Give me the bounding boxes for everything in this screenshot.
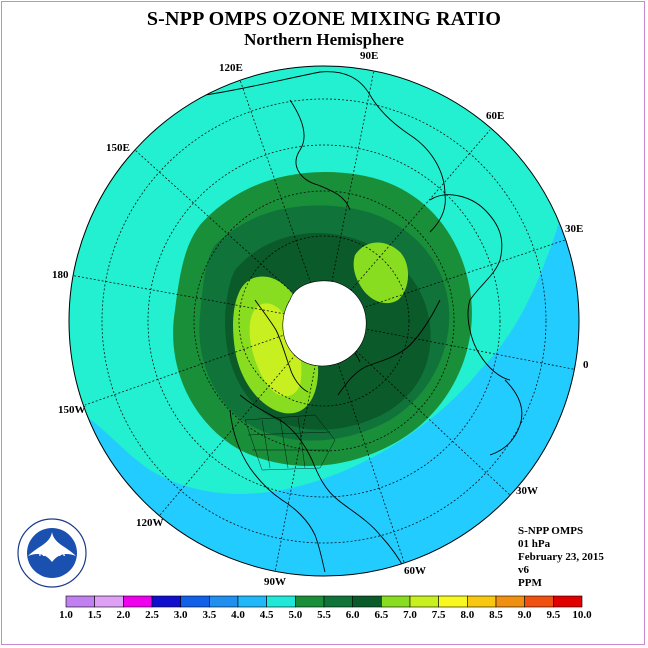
colorbar-tick-label: 7.5 <box>431 609 446 621</box>
colorbar-swatch <box>151 595 181 608</box>
colorbar-tick-label: 1.5 <box>87 609 102 621</box>
colorbar-tick-label: 4.0 <box>231 609 245 621</box>
colorbar-swatch <box>352 595 382 608</box>
colorbar-tick-label: 8.5 <box>489 609 503 621</box>
colorbar-swatch <box>553 595 583 608</box>
colorbar-swatch <box>467 595 497 608</box>
lon-label-30e: 30E <box>565 223 584 235</box>
colorbar-tick-label: 9.0 <box>517 609 532 621</box>
colorbar-tick-label: 7.0 <box>403 609 417 621</box>
lon-label-120w: 120W <box>136 517 164 529</box>
colorbar-swatch <box>266 595 296 608</box>
colorbar-tick-label: 5.5 <box>317 609 331 621</box>
lon-label-180: 180 <box>52 269 69 281</box>
lon-label-60w: 60W <box>404 565 426 577</box>
lon-label-90e: 90E <box>360 50 379 62</box>
colorbar-tick-label: 6.0 <box>345 609 360 621</box>
product-info: S-NPP OMPS 01 hPa February 23, 2015 v6 P… <box>518 525 604 590</box>
lon-label-120e: 120E <box>219 62 243 74</box>
lon-label-30w: 30W <box>516 485 538 497</box>
map-title: S-NPP OMPS OZONE MIXING RATIO <box>146 8 502 30</box>
colorbar-swatch <box>495 595 525 608</box>
colorbar-swatch <box>323 595 353 608</box>
info-instrument: S-NPP OMPS <box>518 525 584 537</box>
colorbar-swatch <box>438 595 468 608</box>
map-boundary <box>68 65 580 577</box>
colorbar-swatch <box>524 595 554 608</box>
colorbar-tick-label: 5.0 <box>288 609 303 621</box>
map-subtitle: Northern Hemisphere <box>244 30 404 49</box>
lon-label-150e: 150E <box>106 142 130 154</box>
lon-label-150w: 150W <box>58 404 86 416</box>
colorbar-tick-label: 4.5 <box>259 609 274 621</box>
colorbar-tick-label: 3.5 <box>202 609 217 621</box>
colorbar-swatch <box>94 595 124 608</box>
colorbar-tick-label: 2.5 <box>145 609 159 621</box>
colorbar-tick-label: 9.5 <box>546 609 561 621</box>
lon-label-60e: 60E <box>486 110 505 122</box>
field-6-5-east <box>353 242 409 304</box>
colorbar-swatch <box>209 595 239 608</box>
colorbar-tick-label: 3.0 <box>173 609 188 621</box>
no-data-polar-cap <box>282 280 367 367</box>
info-version: v6 <box>518 564 529 576</box>
colorbar-swatch <box>65 595 95 608</box>
info-level: 01 hPa <box>518 538 551 550</box>
info-units: PPM <box>518 577 542 589</box>
colorbar-tick-label: 6.5 <box>374 609 389 621</box>
colorbar <box>65 595 583 608</box>
colorbar-swatch <box>295 595 325 608</box>
lon-label-90w: 90W <box>264 576 286 588</box>
colorbar-tick-label: 2.0 <box>116 609 131 621</box>
info-date: February 23, 2015 <box>518 551 604 563</box>
colorbar-swatch <box>381 595 411 608</box>
colorbar-swatch <box>409 595 439 608</box>
colorbar-swatch <box>237 595 267 608</box>
colorbar-tick-label: 10.0 <box>572 609 592 621</box>
colorbar-tick-label: 1.0 <box>59 609 73 621</box>
colorbar-swatch <box>180 595 210 608</box>
colorbar-tick-label: 8.0 <box>460 609 475 621</box>
colorbar-swatch <box>123 595 153 608</box>
lon-label-0: 0 <box>583 359 589 371</box>
